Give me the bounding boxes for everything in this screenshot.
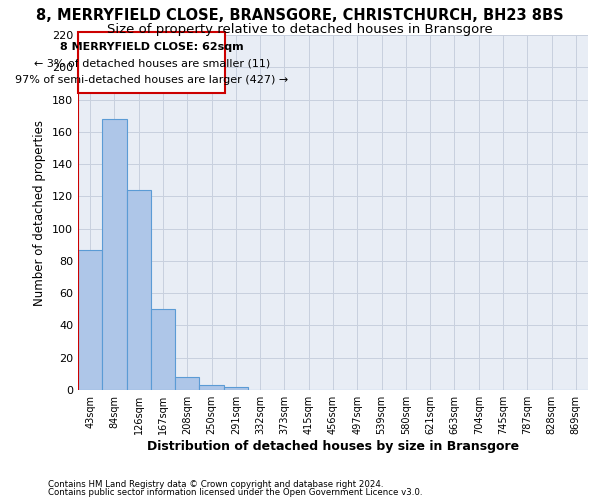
Bar	[127, 190, 151, 390]
Text: 8 MERRYFIELD CLOSE: 62sqm: 8 MERRYFIELD CLOSE: 62sqm	[60, 42, 244, 52]
X-axis label: Distribution of detached houses by size in Bransgore: Distribution of detached houses by size …	[147, 440, 519, 453]
Bar	[78, 250, 102, 390]
Bar	[224, 387, 248, 390]
Text: 97% of semi-detached houses are larger (427) →: 97% of semi-detached houses are larger (…	[15, 74, 289, 85]
Bar	[199, 385, 224, 390]
FancyBboxPatch shape	[79, 32, 225, 93]
Text: Contains HM Land Registry data © Crown copyright and database right 2024.: Contains HM Land Registry data © Crown c…	[48, 480, 383, 489]
Text: Size of property relative to detached houses in Bransgore: Size of property relative to detached ho…	[107, 22, 493, 36]
Text: Contains public sector information licensed under the Open Government Licence v3: Contains public sector information licen…	[48, 488, 422, 497]
Bar	[151, 310, 175, 390]
Text: ← 3% of detached houses are smaller (11): ← 3% of detached houses are smaller (11)	[34, 58, 270, 68]
Bar	[102, 119, 127, 390]
Text: 8, MERRYFIELD CLOSE, BRANSGORE, CHRISTCHURCH, BH23 8BS: 8, MERRYFIELD CLOSE, BRANSGORE, CHRISTCH…	[36, 8, 564, 22]
Y-axis label: Number of detached properties: Number of detached properties	[34, 120, 46, 306]
Bar	[175, 377, 199, 390]
